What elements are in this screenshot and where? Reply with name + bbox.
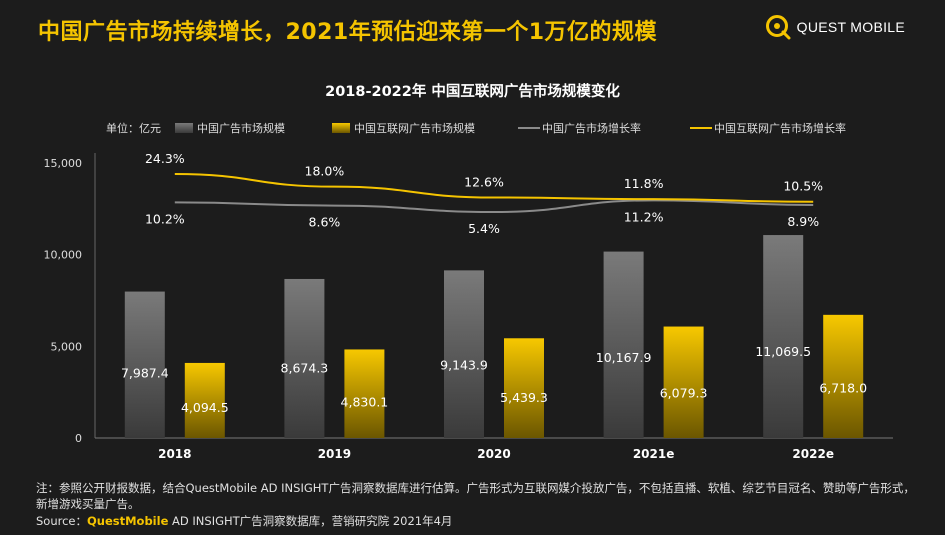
- bar-internet-size: [504, 338, 544, 438]
- x-tick-label: 2020: [477, 447, 510, 461]
- rate-label-internet: 10.5%: [783, 179, 823, 194]
- questmobile-logo: QUEST MOBILE: [765, 14, 905, 40]
- rate-label-market: 8.6%: [309, 215, 341, 230]
- chart-title: 2018-2022年 中国互联网广告市场规模变化: [325, 84, 620, 100]
- bar-market-size: [284, 278, 325, 438]
- bar-label-internet-size: 4,830.1: [341, 395, 389, 410]
- bar-internet-size: [344, 349, 385, 438]
- y-tick-label: 5,000: [51, 340, 83, 353]
- legend-internet-rate-label: 中国互联网广告市场增长率: [714, 121, 846, 135]
- y-tick-label: 10,000: [44, 249, 83, 262]
- rate-label-internet: 12.6%: [464, 175, 504, 190]
- legend-unit: 单位：亿元: [106, 121, 161, 135]
- x-tick-label: 2018: [158, 447, 191, 461]
- rate-label-internet: 18.0%: [305, 164, 345, 179]
- source-prefix: Source：: [36, 514, 87, 528]
- footnote: 注：参照公开财报数据，结合QuestMobile AD INSIGHT广告洞察数…: [36, 481, 915, 511]
- legend-market-rate-label: 中国广告市场增长率: [542, 121, 641, 135]
- rate-label-internet: 24.3%: [145, 151, 185, 166]
- logo-text: QUEST MOBILE: [796, 19, 905, 35]
- bar-internet-size: [663, 326, 704, 438]
- rate-label-market: 11.2%: [624, 209, 664, 224]
- bar-market-size: [603, 251, 644, 438]
- bar-market-size: [763, 235, 804, 438]
- legend-internet-size-label: 中国互联网广告市场规模: [354, 121, 475, 135]
- source-brand: QuestMobile: [87, 514, 169, 528]
- bar-internet-size: [184, 362, 225, 438]
- y-tick-label: 0: [75, 432, 82, 445]
- bar-label-market-size: 8,674.3: [281, 361, 329, 376]
- x-tick-label: 2021e: [633, 447, 675, 461]
- questmobile-logo-icon: [765, 15, 791, 40]
- bar-internet-size: [823, 314, 864, 438]
- x-tick-label: 2019: [318, 447, 351, 461]
- bar-market-size: [444, 270, 484, 438]
- rate-label-market: 10.2%: [145, 211, 185, 226]
- legend-internet-size-swatch: [332, 123, 350, 133]
- legend-market-size-label: 中国广告市场规模: [197, 121, 285, 135]
- bar-label-internet-size: 6,079.3: [660, 385, 708, 400]
- bar-label-internet-size: 5,439.3: [500, 390, 548, 405]
- rate-label-internet: 11.8%: [624, 176, 664, 191]
- bar-label-internet-size: 6,718.0: [819, 381, 867, 396]
- bar-market-size: [124, 291, 165, 438]
- bar-label-market-size: 11,069.5: [755, 344, 811, 359]
- line-internet-rate: [174, 173, 814, 203]
- line-market-rate: [174, 199, 814, 214]
- headline: 中国广告市场持续增长，2021年预估迎来第一个1万亿的规模: [38, 20, 658, 45]
- bar-label-market-size: 10,167.9: [596, 350, 652, 365]
- y-tick-label: 15,000: [44, 157, 83, 170]
- source-line: Source：QuestMobile AD INSIGHT广告洞察数据库，营销研…: [36, 513, 452, 529]
- source-rest: AD INSIGHT广告洞察数据库，营销研究院 2021年4月: [168, 514, 453, 528]
- rate-label-market: 8.9%: [787, 214, 819, 229]
- bar-label-market-size: 7,987.4: [121, 365, 169, 380]
- rate-label-market: 5.4%: [468, 221, 500, 236]
- bar-label-market-size: 9,143.9: [440, 357, 488, 372]
- bar-label-internet-size: 4,094.5: [181, 400, 229, 415]
- legend-market-size-swatch: [175, 123, 193, 133]
- chart: 单位：亿元 中国广告市场规模 中国互联网广告市场规模 中国广告市场增长率 中国互联网广告…: [44, 121, 893, 461]
- x-tick-label: 2022e: [792, 447, 834, 461]
